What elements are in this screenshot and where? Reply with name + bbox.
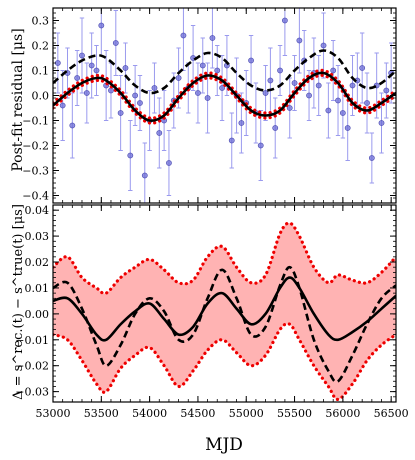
top-data-point: [257, 142, 264, 149]
top-data-point: [277, 67, 283, 74]
top-data-point: [93, 67, 100, 74]
bottom-xtick-label: 54500: [180, 407, 215, 420]
top-ytick-label: 0.0: [32, 90, 50, 103]
x-axis-label: MJD: [205, 435, 243, 455]
top-data-point: [248, 57, 254, 64]
bottom-ytick-label: −0.01: [15, 334, 49, 347]
top-solid-line: [53, 71, 396, 122]
top-data-point: [320, 42, 327, 49]
top-data-point: [112, 40, 119, 46]
bottom-ytick-label: 0.01: [25, 282, 50, 295]
top-data-point: [166, 160, 172, 166]
top-data-point: [204, 95, 211, 101]
top-data-point: [267, 77, 274, 84]
top-data-point: [364, 100, 370, 106]
top-data-point: [98, 22, 105, 29]
bottom-xtick-label: 56000: [325, 407, 360, 420]
top-data-point: [209, 35, 216, 41]
bottom-solid-line: [53, 276, 396, 342]
bottom-plot-area: [53, 221, 396, 402]
top-frame: [52, 7, 397, 204]
bottom-xtick-label: 53500: [84, 407, 119, 420]
bottom-band-lower-line: [53, 322, 396, 402]
top-data-point: [315, 82, 322, 89]
top-data-point: [262, 90, 269, 96]
bottom-xtick-label: 55500: [277, 407, 312, 420]
bottom-ytick-label: 0.02: [25, 256, 50, 269]
bottom-confidence-band-fill: [53, 223, 396, 400]
top-band-upper-line: [53, 68, 396, 120]
top-data-point: [88, 62, 95, 69]
top-data-point: [359, 65, 366, 71]
top-data-point: [286, 105, 293, 111]
top-data-point: [108, 87, 114, 94]
top-band-lower-line: [53, 73, 396, 125]
top-data-point: [219, 85, 225, 91]
bottom-dashed-line: [53, 265, 396, 384]
top-ytick-label: −0.1: [22, 115, 49, 128]
top-data-point: [54, 60, 61, 66]
top-data-point: [291, 80, 298, 86]
bottom-ytick-label: 0.03: [25, 230, 50, 243]
top-data-point: [74, 75, 81, 81]
top-data-point: [344, 125, 351, 131]
top-data-point: [180, 32, 187, 39]
top-data-point: [199, 62, 206, 69]
top-ylabel: Post-fit residual [μs]: [10, 28, 26, 171]
top-data-point: [339, 110, 346, 116]
top-data-point: [117, 110, 124, 116]
top-data-point: [151, 85, 158, 91]
top-data-point: [306, 92, 312, 99]
top-ytick-label: −0.4: [22, 190, 49, 203]
top-data-point: [368, 155, 375, 161]
bottom-ytick-label: 0.00: [25, 308, 50, 321]
top-panel: −0.4 −0.3 −0.2 −0.1 0.0 0.1 0.2 0.3: [22, 7, 397, 204]
top-data-point: [156, 130, 163, 136]
top-data-point: [79, 52, 85, 59]
bottom-xtick-label: 56500: [374, 407, 409, 420]
top-data-point: [330, 67, 337, 74]
top-data-point: [383, 87, 390, 94]
bottom-band-upper-line: [53, 221, 396, 296]
top-data-point: [195, 90, 201, 96]
bottom-ytick-label: −0.03: [15, 386, 49, 399]
bottom-ytick-label: −0.02: [15, 360, 49, 373]
top-data-point: [228, 137, 235, 144]
top-data-point: [83, 90, 90, 96]
top-data-point: [281, 17, 288, 24]
top-data-point: [349, 82, 356, 89]
top-data-point: [137, 100, 143, 106]
top-ytick-label: −0.3: [22, 165, 49, 178]
top-ytick-label: 0.2: [32, 40, 50, 53]
top-data-point: [238, 120, 245, 126]
bottom-panel: −0.03 −0.02 −0.01 0.00 0.01 0.02 0.03 0.04 53000…: [15, 204, 408, 420]
bottom-xtick-label: 53000: [36, 407, 71, 420]
top-data-point: [272, 125, 279, 131]
top-data-point: [59, 102, 66, 109]
bottom-xtick-label: 54000: [132, 407, 167, 420]
top-ytick-label: 0.3: [32, 15, 50, 28]
top-data-point: [141, 172, 148, 179]
top-data-point: [296, 37, 303, 44]
top-data-point: [132, 92, 139, 99]
top-data-point: [335, 97, 341, 104]
top-data-point: [214, 67, 221, 74]
top-data-point: [175, 75, 182, 81]
top-ytick-label: 0.1: [32, 65, 50, 78]
top-ytick-label: −0.2: [22, 140, 49, 153]
top-data-point: [127, 152, 134, 159]
top-data-point: [69, 122, 76, 129]
bottom-ylabel: Δ = s^rec.(t) − s^true(t) [μs]: [11, 204, 26, 400]
bottom-xtick-label: 55000: [229, 407, 264, 420]
bottom-ytick-label: 0.04: [25, 204, 50, 217]
top-data-point: [122, 65, 129, 71]
top-data-point: [325, 107, 332, 114]
top-plot-area: [53, 8, 396, 203]
top-data-point: [378, 120, 385, 126]
